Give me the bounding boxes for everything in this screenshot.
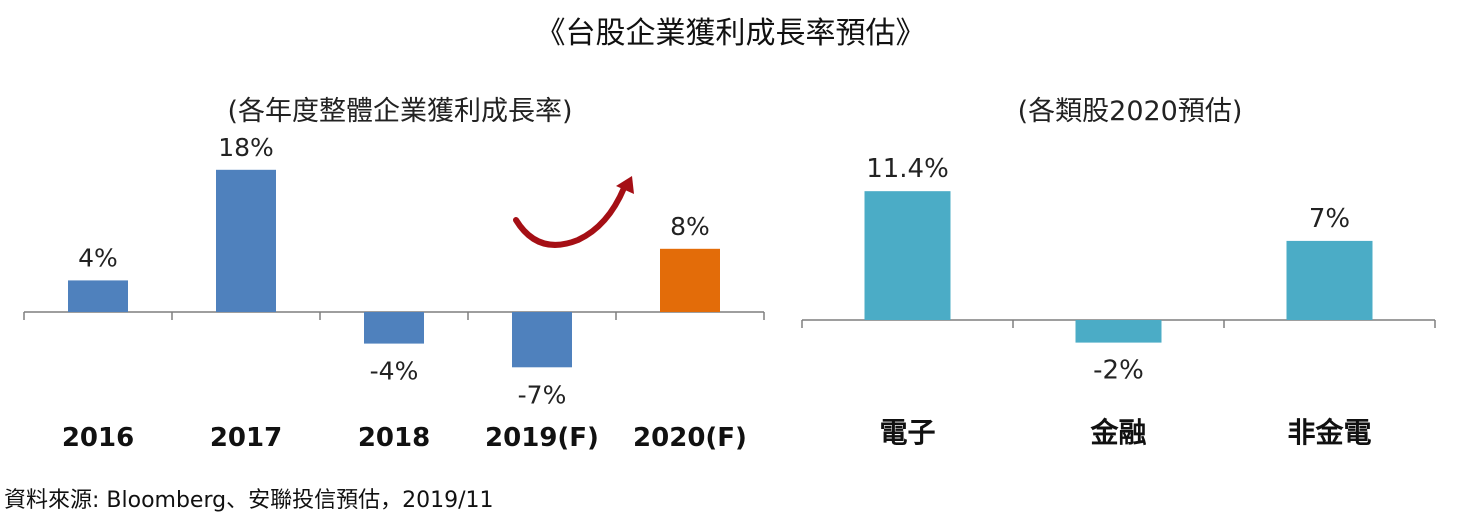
data-label: 4% — [78, 243, 118, 272]
data-label: 11.4% — [866, 154, 949, 184]
category-label: 2019(F) — [485, 423, 599, 453]
growth-arrow-head — [616, 176, 634, 194]
category-label: 非金電 — [1287, 416, 1371, 449]
data-label: -4% — [370, 357, 419, 386]
bar-2020(F) — [660, 248, 720, 312]
bar-2019(F) — [512, 312, 572, 368]
bar-電子 — [864, 191, 951, 320]
category-label: 2017 — [210, 423, 282, 453]
data-label: -2% — [1093, 356, 1144, 386]
bar-2018 — [364, 312, 424, 344]
data-label: -7% — [518, 380, 567, 409]
left-chart-title: (各年度整體企業獲利成長率) — [227, 96, 573, 127]
data-label: 18% — [218, 133, 274, 162]
category-label: 2016 — [62, 423, 134, 453]
growth-arrow — [513, 185, 627, 248]
source-note: 資料來源: Bloomberg、安聯投信預估，2019/11 — [4, 488, 494, 513]
data-label: 8% — [670, 212, 710, 241]
right-chart-title: (各類股2020預估) — [1017, 96, 1243, 127]
bar-非金電 — [1286, 240, 1373, 320]
page-title: 《台股企業獲利成長率預估》 — [535, 16, 926, 51]
category-label: 2018 — [358, 423, 430, 453]
bar-金融 — [1075, 320, 1162, 343]
category-label: 金融 — [1089, 416, 1146, 449]
bar-2016 — [68, 280, 128, 312]
bar-2017 — [216, 169, 276, 312]
data-label: 7% — [1309, 204, 1350, 234]
category-label: 2020(F) — [633, 423, 747, 453]
category-label: 電子 — [879, 416, 935, 449]
